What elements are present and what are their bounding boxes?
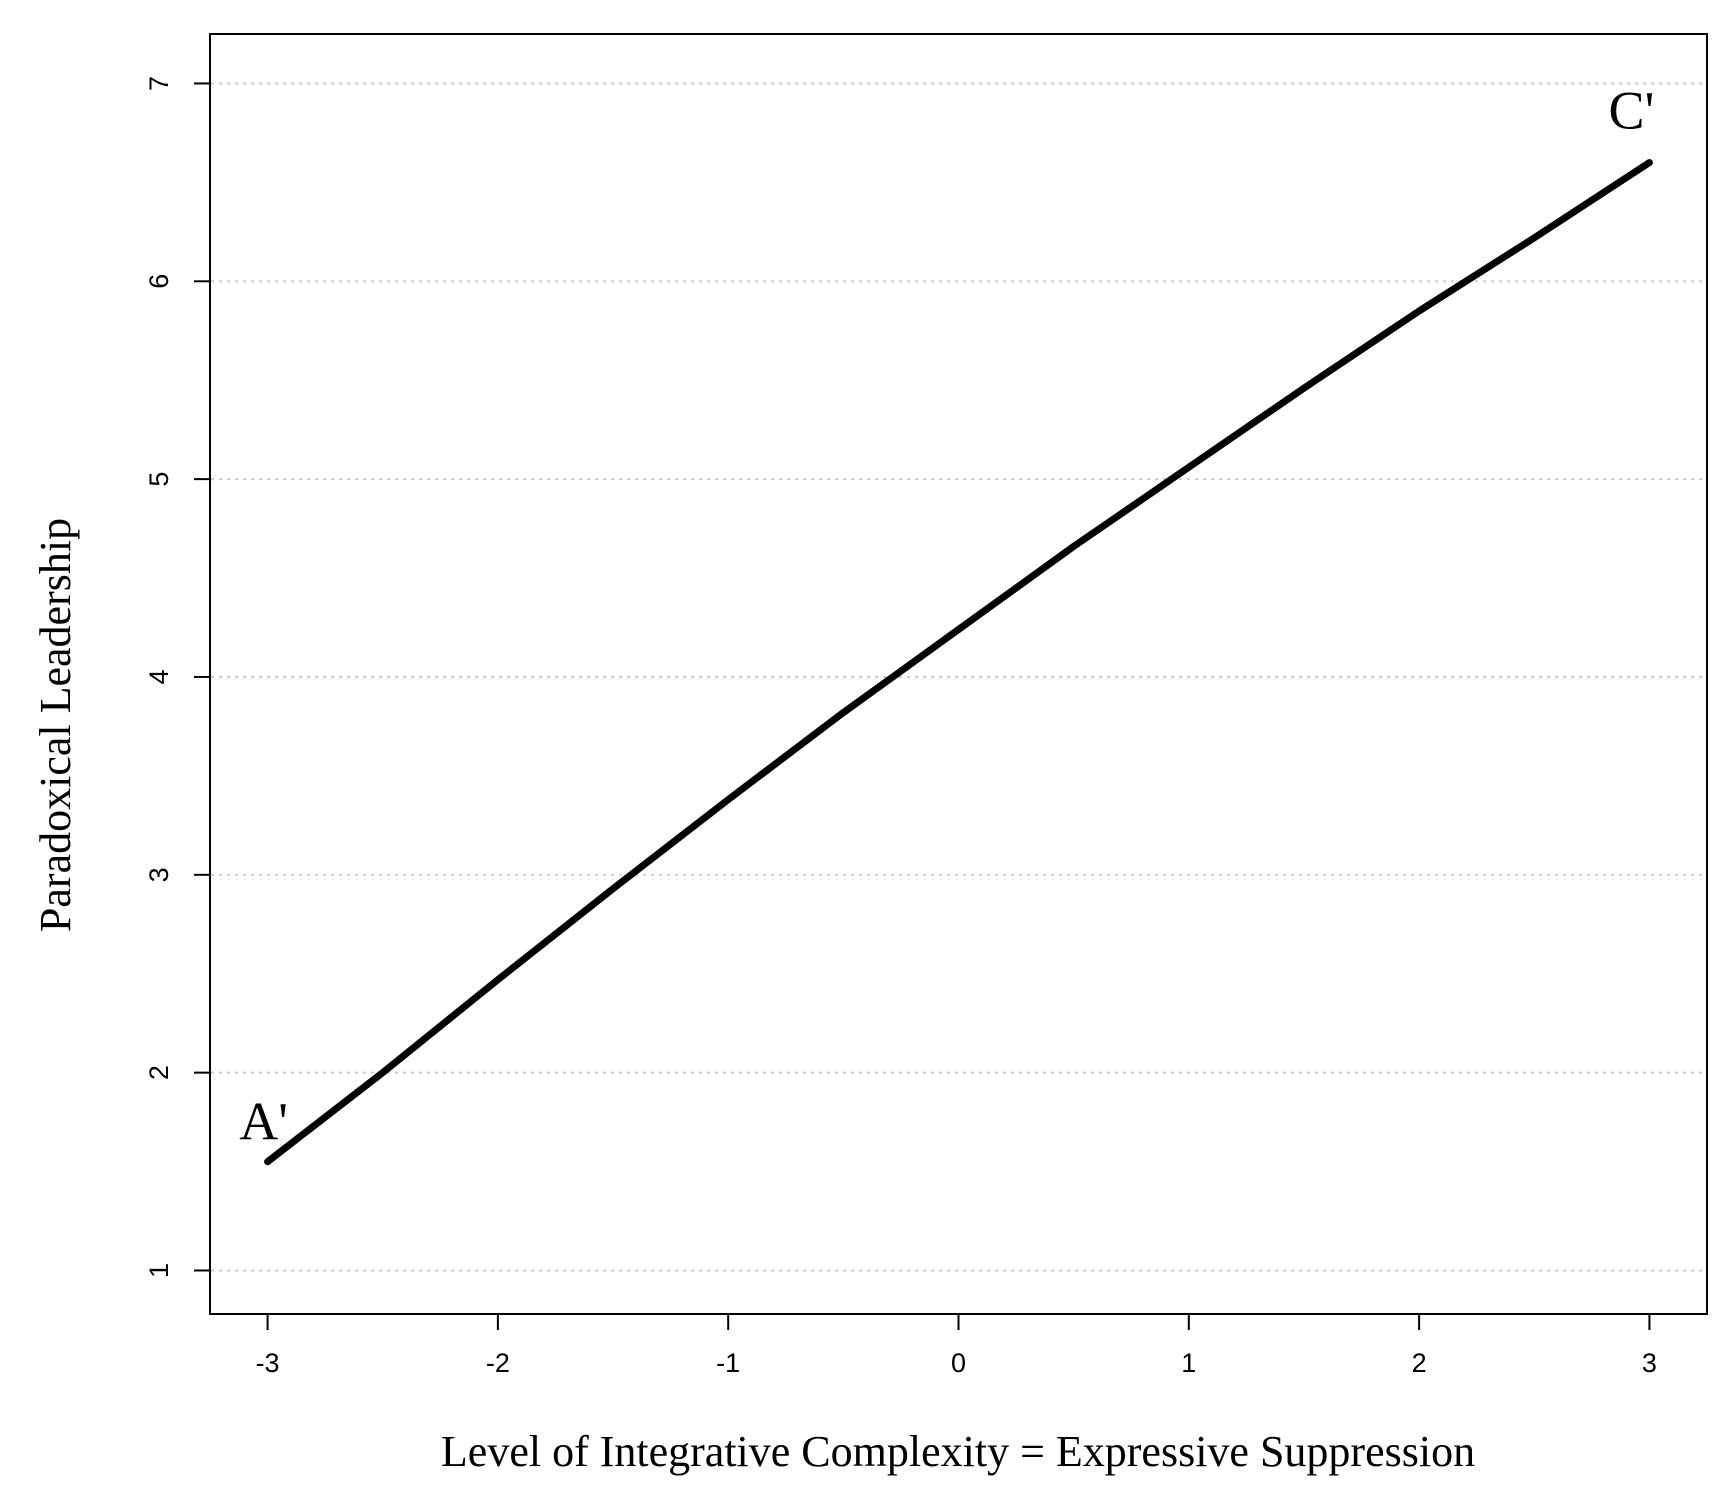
grid-lines — [211, 82, 1706, 1272]
x-tick-label: 1 — [1181, 1348, 1196, 1378]
y-tick-label: 6 — [144, 274, 174, 289]
x-tick-label: 2 — [1412, 1348, 1427, 1378]
y-tick-label: 1 — [144, 1263, 174, 1278]
y-tick-label: 7 — [144, 76, 174, 91]
annotations: A' C' — [239, 81, 1654, 1152]
x-tick-label: 0 — [951, 1348, 966, 1378]
x-axis-title: Level of Integrative Complexity = Expres… — [441, 1427, 1475, 1476]
y-axis: 1 2 3 4 5 6 7 — [144, 76, 210, 1278]
y-tick-label: 3 — [144, 867, 174, 882]
point-label: C' — [1609, 81, 1655, 141]
y-tick-label: 5 — [144, 472, 174, 487]
x-tick-label: 3 — [1642, 1348, 1657, 1378]
series-line — [264, 159, 1653, 1166]
series-layer — [264, 159, 1653, 1166]
y-tick-label: 4 — [144, 669, 174, 684]
plot-frame — [209, 33, 1708, 1315]
x-tick-label: -1 — [716, 1348, 740, 1378]
x-axis: -3 -2 -1 0 1 2 3 — [256, 1313, 1657, 1378]
x-tick-label: -3 — [256, 1348, 280, 1378]
y-axis-title: Paradoxical Leadership — [31, 518, 80, 932]
y-tick-label: 2 — [144, 1065, 174, 1080]
x-tick-label: -2 — [486, 1348, 510, 1378]
point-label: A' — [239, 1092, 288, 1152]
